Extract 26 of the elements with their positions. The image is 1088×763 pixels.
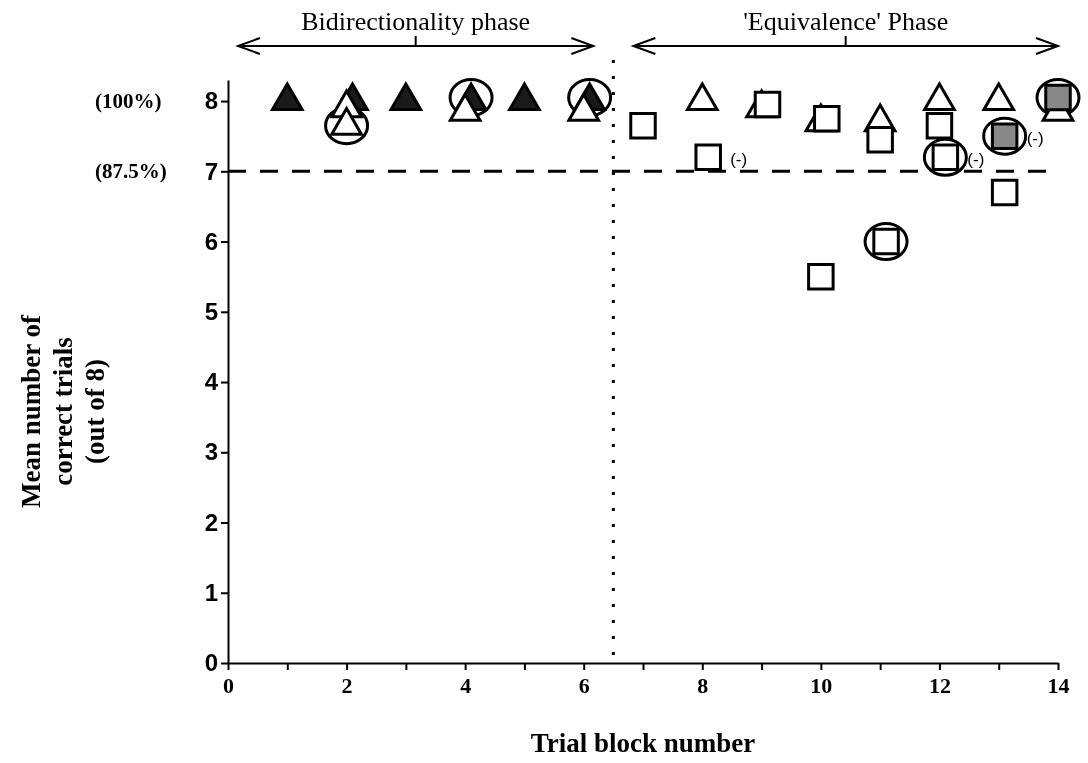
x-tick-label: 2 xyxy=(341,672,353,698)
y-tick-label: 7 xyxy=(204,157,218,185)
text: (87.5%) xyxy=(95,159,167,184)
annotation: (-) xyxy=(967,150,985,170)
annotation: (-) xyxy=(1026,129,1044,149)
x-tick-label: 12 xyxy=(928,672,951,698)
y-tick-label: 0 xyxy=(204,649,218,677)
text: Bidirectionality phase xyxy=(301,7,531,36)
x-tick-label: 10 xyxy=(810,672,833,698)
text: (100%) xyxy=(95,89,162,114)
x-tick-label: 0 xyxy=(223,672,234,698)
x-tick-label: 14 xyxy=(1047,672,1070,698)
y-tick-label: 8 xyxy=(204,87,218,115)
x-axis-title: Trial block number xyxy=(530,728,756,758)
y-tick-label: 1 xyxy=(204,578,218,606)
annotation: (-) xyxy=(730,150,748,170)
y-axis-title: Mean number of correct trials (out of 8) xyxy=(16,314,110,508)
y-tick-label: 2 xyxy=(204,508,218,536)
x-tick-label: 4 xyxy=(460,672,472,698)
text: 'Equivalence' Phase xyxy=(743,7,949,36)
x-tick-label: 8 xyxy=(697,672,709,698)
y-tick-label: 4 xyxy=(204,368,219,396)
y-tick-label: 5 xyxy=(204,297,218,325)
y-tick-label: 3 xyxy=(204,438,218,466)
x-tick-label: 6 xyxy=(578,672,590,698)
y-tick-label: 6 xyxy=(204,227,218,255)
